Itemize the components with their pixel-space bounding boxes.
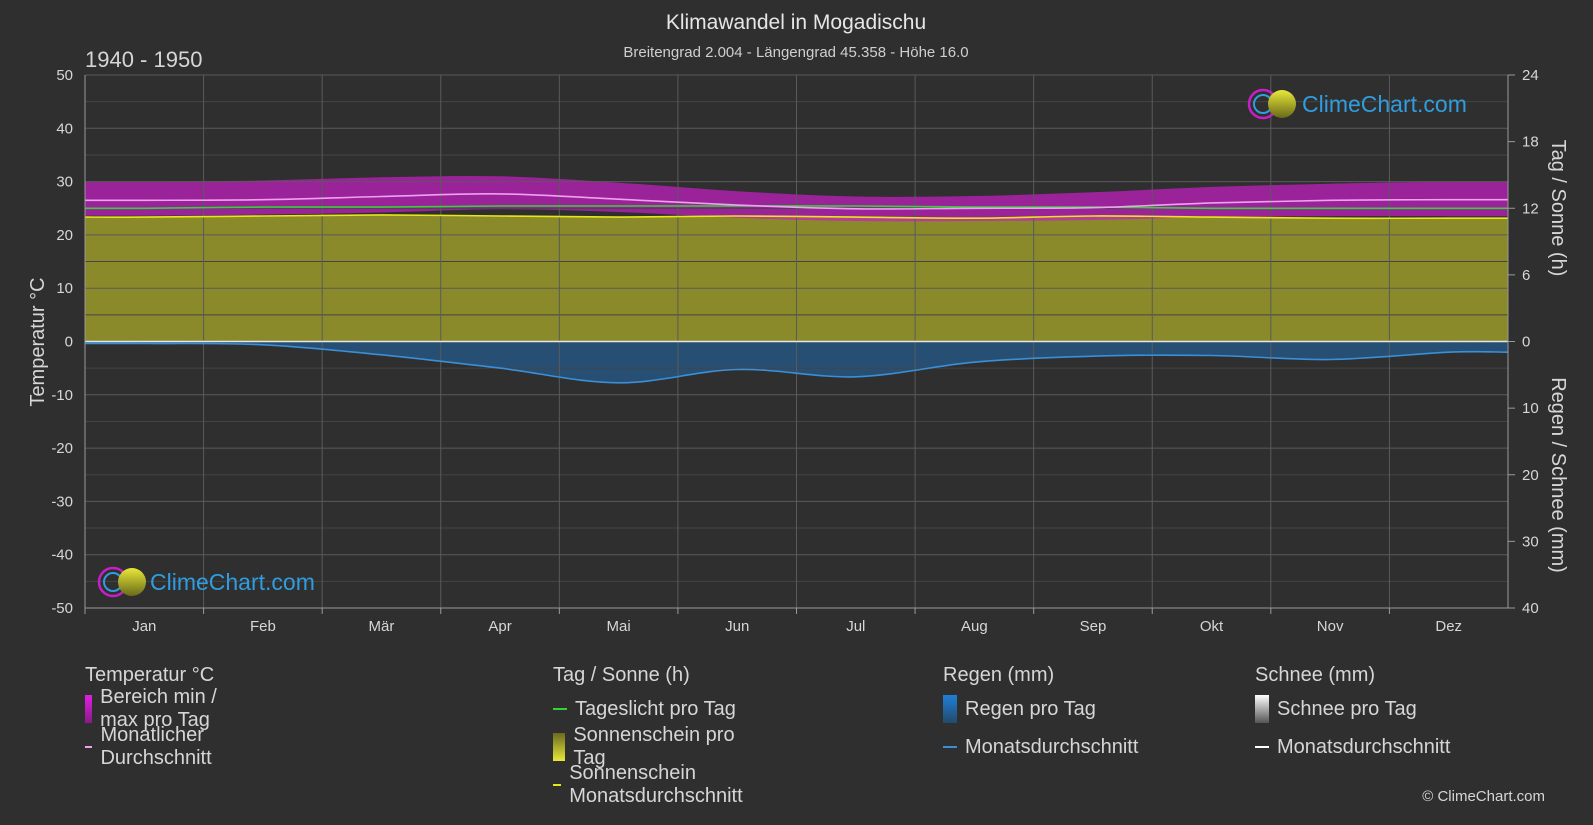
series-lines bbox=[84, 193, 1509, 384]
legend-item-temp-range: Bereich min / max pro Tag bbox=[85, 686, 218, 731]
sunshine-swatch bbox=[553, 733, 566, 761]
snow-swatch bbox=[1255, 695, 1269, 723]
left-tick-label: -10 bbox=[51, 387, 73, 404]
legend-snow: Schnee (mm) Schnee pro Tag Monatsdurchsc… bbox=[1255, 664, 1450, 766]
sun-logo-icon bbox=[1268, 90, 1296, 118]
right-bottom-axis-label: Regen / Schnee (mm) bbox=[1547, 377, 1569, 573]
rain-swatch bbox=[943, 695, 957, 723]
legend-item-rain-day: Regen pro Tag bbox=[943, 690, 1138, 728]
axes: 50 40 30 20 10 0 -10 -20 -30 -40 -50 24 18 12 6 0 10 20 30… bbox=[51, 67, 1538, 635]
legend-item-snow-avg: Monatsdurchschnitt bbox=[1255, 728, 1450, 766]
right-bottom-tick-label: 20 bbox=[1522, 467, 1539, 484]
month-label: Jun bbox=[725, 618, 749, 635]
sunshine-avg-swatch bbox=[553, 784, 562, 786]
left-tick-label: -30 bbox=[51, 493, 73, 510]
month-label: Dez bbox=[1435, 618, 1462, 635]
snow-avg-swatch bbox=[1255, 746, 1269, 748]
legend-item-snow-day: Schnee pro Tag bbox=[1255, 690, 1450, 728]
month-label: Mai bbox=[607, 618, 631, 635]
month-label: Feb bbox=[250, 618, 276, 635]
month-label: Jul bbox=[846, 618, 865, 635]
chart-subtitle: Breitengrad 2.004 - Längengrad 45.358 - … bbox=[623, 44, 968, 61]
legend-title-temperature: Temperatur °C bbox=[85, 664, 215, 686]
logo-text-top: ClimeChart.com bbox=[1302, 91, 1467, 117]
left-tick-label: 30 bbox=[56, 174, 73, 191]
left-tick-label: 40 bbox=[56, 120, 73, 137]
legend-item-rain-avg: Monatsdurchschnitt bbox=[943, 728, 1138, 766]
month-label: Mär bbox=[369, 618, 395, 635]
sunshine-avg-line bbox=[84, 214, 1508, 220]
left-tick-label: -50 bbox=[51, 600, 73, 617]
left-tick-label: 20 bbox=[56, 227, 73, 244]
month-label: Aug bbox=[961, 618, 988, 635]
temp-avg-swatch bbox=[85, 746, 93, 748]
legend-title-rain: Regen (mm) bbox=[943, 664, 1055, 686]
legend-item-daylight: Tageslicht pro Tag bbox=[553, 690, 748, 728]
sun-logo-icon bbox=[118, 568, 146, 596]
logo-text-bottom: ClimeChart.com bbox=[150, 569, 315, 595]
legend-title-snow: Schnee (mm) bbox=[1255, 664, 1376, 686]
month-label: Okt bbox=[1200, 618, 1224, 635]
logo-bottom: ClimeChart.com bbox=[97, 566, 315, 598]
legend-title-sun: Tag / Sonne (h) bbox=[553, 664, 690, 686]
month-label: Jan bbox=[132, 618, 156, 635]
legend-item-sunshine-avg: Sonnenschein Monatsdurchschnitt bbox=[553, 762, 748, 807]
left-tick-label: 50 bbox=[56, 67, 73, 84]
legend-rain: Regen (mm) Regen pro Tag Monatsdurchschn… bbox=[943, 664, 1138, 766]
left-tick-label: -20 bbox=[51, 440, 73, 457]
month-label: Apr bbox=[488, 618, 511, 635]
copyright: © ClimeChart.com bbox=[1422, 788, 1545, 805]
left-tick-label: 0 bbox=[65, 334, 73, 351]
month-label: Nov bbox=[1317, 618, 1344, 635]
left-tick-label: 10 bbox=[56, 280, 73, 297]
right-bottom-tick-label: 40 bbox=[1522, 600, 1539, 617]
right-top-tick-label: 24 bbox=[1522, 67, 1539, 84]
right-bottom-tick-label: 30 bbox=[1522, 533, 1539, 550]
daylight-swatch bbox=[553, 708, 567, 710]
logo-top: ClimeChart.com bbox=[1247, 88, 1467, 120]
right-top-axis-label: Tag / Sonne (h) bbox=[1547, 140, 1569, 277]
daylight-line bbox=[84, 205, 1508, 210]
rain-avg-line bbox=[84, 342, 1509, 384]
rain-avg-swatch bbox=[943, 746, 957, 748]
temp-avg-line bbox=[85, 193, 1509, 210]
chart-title: Klimawandel in Mogadischu bbox=[666, 11, 926, 34]
right-top-tick-label: 12 bbox=[1522, 200, 1539, 217]
right-top-tick-label: 18 bbox=[1522, 134, 1539, 151]
right-bottom-tick-label: 10 bbox=[1522, 400, 1539, 417]
left-tick-label: -40 bbox=[51, 547, 73, 564]
temp-range-swatch bbox=[85, 695, 93, 723]
climate-chart: Klimawandel in Mogadischu Breitengrad 2.… bbox=[27, 11, 1569, 635]
legend-item-temp-avg: Monatlicher Durchschnitt bbox=[85, 724, 218, 769]
period-label: 1940 - 1950 bbox=[85, 47, 202, 72]
legend-item-sunshine: Sonnenschein pro Tag bbox=[553, 724, 748, 769]
legend-temperature: Temperatur °C Bereich min / max pro Tag … bbox=[85, 664, 218, 769]
right-top-tick-label: 6 bbox=[1522, 267, 1530, 284]
month-label: Sep bbox=[1080, 618, 1107, 635]
right-top-tick-label: 0 bbox=[1522, 334, 1530, 351]
legend-sun: Tag / Sonne (h) Tageslicht pro Tag Sonne… bbox=[553, 664, 748, 807]
left-axis-label: Temperatur °C bbox=[27, 277, 49, 406]
